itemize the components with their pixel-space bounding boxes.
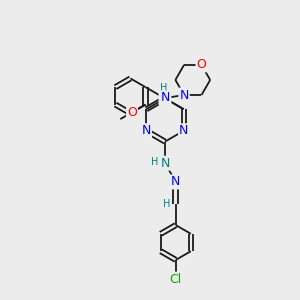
Text: O: O [127,106,137,119]
Text: N: N [161,92,170,104]
Text: N: N [160,92,169,104]
Text: N: N [179,88,189,101]
Text: Cl: Cl [170,273,182,286]
Text: N: N [142,124,151,137]
Text: N: N [160,92,170,105]
Text: H: H [160,83,167,93]
Text: N: N [179,124,188,137]
Text: N: N [160,157,170,170]
Text: N: N [171,176,181,188]
Text: H: H [163,199,170,209]
Text: O: O [196,58,206,71]
Text: H: H [152,157,159,167]
